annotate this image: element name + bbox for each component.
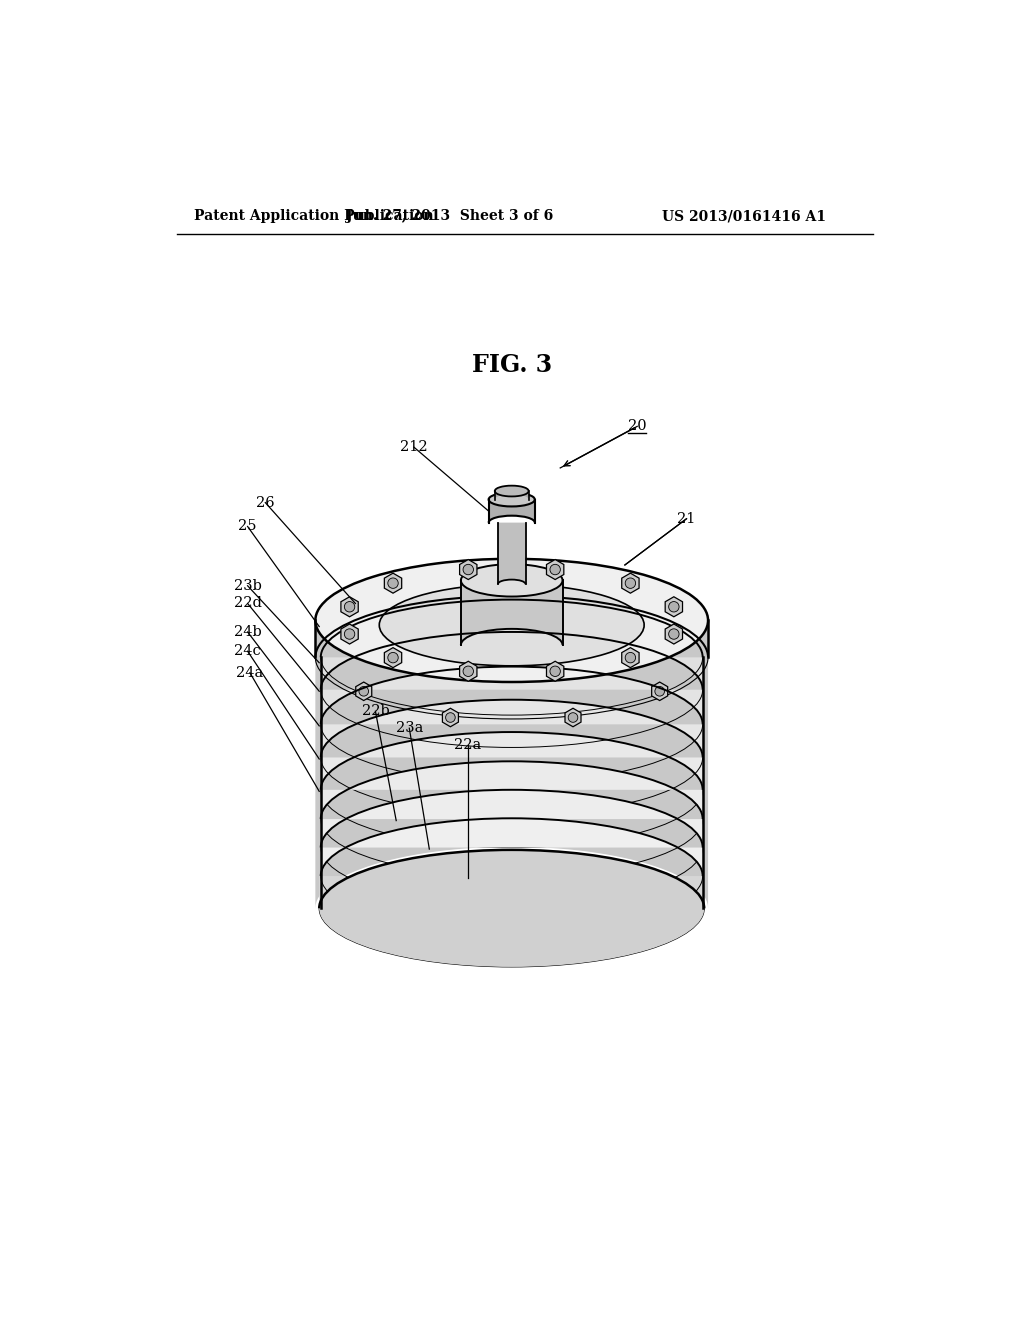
Text: 26: 26 [256,495,274,510]
Polygon shape [622,648,639,668]
Text: US 2013/0161416 A1: US 2013/0161416 A1 [662,209,826,223]
Polygon shape [341,624,358,644]
Text: 22b: 22b [361,705,389,718]
Polygon shape [321,700,702,758]
Polygon shape [547,560,564,579]
Ellipse shape [379,585,644,665]
Circle shape [550,667,560,676]
Polygon shape [321,667,702,725]
Polygon shape [666,624,683,644]
Circle shape [388,578,398,589]
Circle shape [568,713,578,722]
Polygon shape [355,682,372,701]
Circle shape [550,565,560,574]
Polygon shape [498,523,525,585]
Polygon shape [666,597,683,616]
Text: 20: 20 [628,420,646,433]
Polygon shape [321,789,702,847]
Text: 22a: 22a [455,738,481,752]
Text: 212: 212 [400,440,428,454]
Text: 23b: 23b [233,578,261,593]
Text: 23a: 23a [395,721,423,735]
Ellipse shape [315,558,708,682]
Circle shape [669,628,679,639]
Text: FIG. 3: FIG. 3 [472,352,552,376]
Circle shape [344,628,354,639]
Circle shape [445,713,456,722]
Polygon shape [460,661,477,681]
Polygon shape [488,499,535,523]
Polygon shape [565,709,581,727]
Text: 24b: 24b [233,624,261,639]
Polygon shape [495,491,528,499]
Circle shape [463,667,473,676]
Polygon shape [384,648,401,668]
Polygon shape [622,573,639,593]
Ellipse shape [488,492,535,507]
Text: 21: 21 [677,512,695,525]
Text: 24c: 24c [234,644,261,659]
Polygon shape [321,733,702,789]
Polygon shape [460,560,477,579]
Polygon shape [442,709,459,727]
Text: Patent Application Publication: Patent Application Publication [194,209,433,223]
Polygon shape [461,581,562,645]
Circle shape [626,578,636,589]
Polygon shape [651,682,668,701]
Polygon shape [321,632,702,689]
Polygon shape [341,597,358,616]
Text: 25: 25 [239,520,257,533]
Circle shape [626,652,636,663]
Text: Jun. 27, 2013  Sheet 3 of 6: Jun. 27, 2013 Sheet 3 of 6 [346,209,554,223]
Polygon shape [547,661,564,681]
Polygon shape [321,762,702,818]
Text: 24a: 24a [237,665,263,680]
Polygon shape [319,850,705,908]
Polygon shape [321,818,702,876]
Circle shape [655,686,665,696]
Ellipse shape [495,486,528,496]
Polygon shape [384,573,401,593]
Circle shape [388,652,398,663]
Circle shape [669,602,679,612]
Polygon shape [315,620,708,908]
Circle shape [359,686,369,696]
Circle shape [463,565,473,574]
Circle shape [344,602,354,612]
Ellipse shape [461,564,562,597]
Text: 22d: 22d [233,597,261,610]
Ellipse shape [319,850,705,966]
